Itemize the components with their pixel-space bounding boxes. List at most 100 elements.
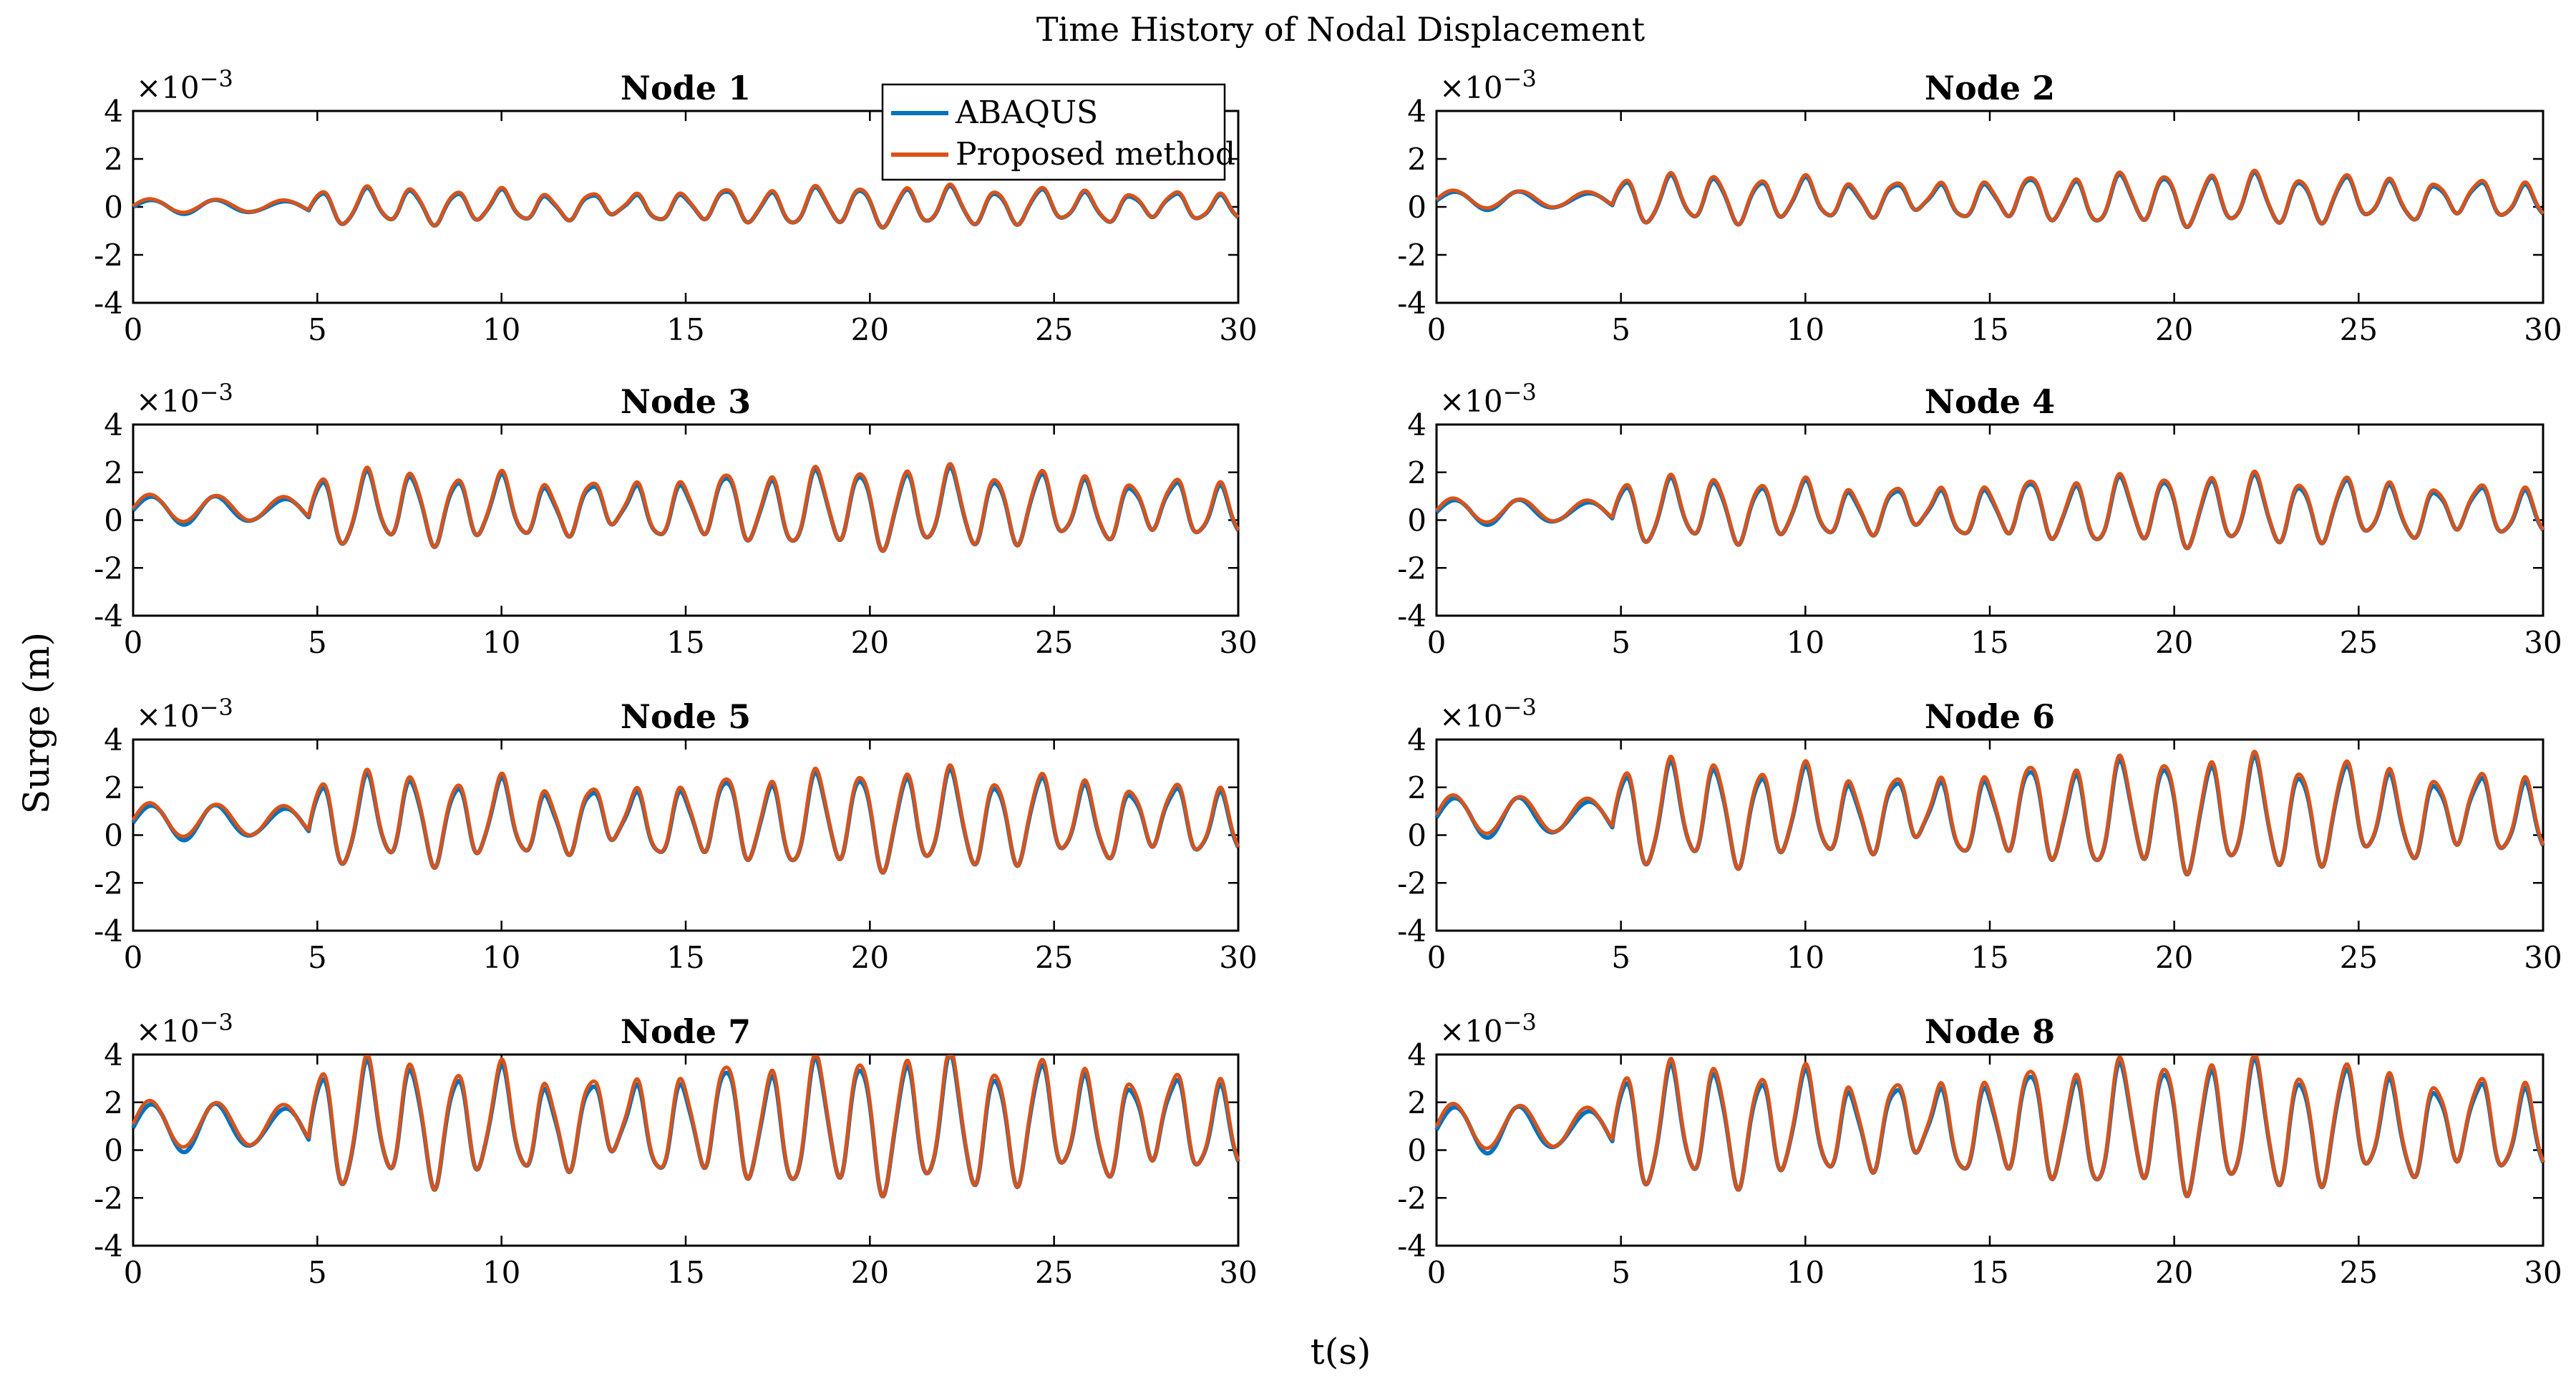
x-tick-label: 5 [308, 312, 327, 347]
y-tick-label: 2 [1407, 142, 1426, 177]
series-proposed-method [1435, 168, 2545, 229]
x-tick-label: 20 [2155, 1255, 2193, 1290]
x-tick-label: 15 [1970, 625, 2008, 660]
y-tick-label: -2 [94, 551, 123, 586]
panel-node-5: 0 5 10 15 20 25 30 -4 -2 0 2 4 ×10−3 Node 5 [94, 694, 1258, 975]
x-tick-label: 20 [2155, 625, 2193, 660]
panel-title: Node 8 [1925, 1012, 2055, 1051]
y-tick-label: -4 [94, 1228, 123, 1264]
y-exponent-label: ×10−3 [1439, 694, 1537, 734]
y-tick-label: 0 [104, 818, 123, 853]
y-tick-label: 2 [1407, 1085, 1426, 1120]
x-tick-label: 30 [1219, 1255, 1257, 1290]
panel-title: Node 1 [621, 69, 751, 107]
y-tick-label: 0 [104, 190, 123, 225]
panel-node-6: 0 5 10 15 20 25 30 -4 -2 0 2 4 ×10−3 Node 6 [1397, 694, 2562, 975]
y-tick-label: -4 [1397, 598, 1426, 634]
y-tick-label: 2 [1407, 770, 1426, 805]
x-tick-label: 5 [1611, 1255, 1630, 1290]
y-tick-label: 4 [104, 1037, 123, 1072]
y-axis-label: Surge (m) [16, 632, 57, 814]
x-tick-label: 30 [2524, 1255, 2562, 1290]
y-tick-label: 2 [1407, 455, 1426, 490]
y-tick-label: -4 [1397, 1228, 1426, 1264]
x-tick-label: 25 [1035, 940, 1073, 975]
x-tick-label: 10 [482, 940, 520, 975]
y-tick-label: -2 [94, 866, 123, 901]
y-tick-label: 2 [104, 142, 123, 177]
panel-node-3: 0 5 10 15 20 25 30 -4 -2 0 2 4 ×10−3 Node 3 [94, 379, 1258, 660]
y-tick-label: -2 [1397, 866, 1426, 901]
x-tick-label: 25 [2340, 312, 2378, 347]
series-proposed-method [1434, 1055, 2545, 1198]
x-tick-label: 0 [1427, 940, 1447, 975]
x-tick-label: 0 [1427, 312, 1447, 347]
y-tick-label: -4 [1397, 286, 1426, 321]
x-tick-label: 0 [124, 625, 143, 660]
legend-entry-label: ABAQUS [955, 94, 1098, 131]
x-tick-label: 30 [1219, 312, 1257, 347]
y-tick-label: 2 [104, 455, 123, 490]
y-tick-label: -4 [94, 286, 123, 321]
x-tick-label: 15 [1970, 940, 2008, 975]
x-tick-label: 30 [1219, 625, 1257, 660]
x-tick-label: 10 [482, 625, 520, 660]
panel-node-8: 0 5 10 15 20 25 30 -4 -2 0 2 4 ×10−3 Node 8 [1397, 1009, 2562, 1290]
y-tick-label: -4 [1397, 914, 1426, 949]
y-exponent-label: ×10−3 [136, 694, 233, 734]
y-tick-label: 4 [1407, 1037, 1426, 1072]
y-tick-label: -2 [1397, 1181, 1426, 1216]
panel-node-7: 0 5 10 15 20 25 30 -4 -2 0 2 4 ×10−3 Node 7 [94, 1009, 1258, 1290]
x-tick-label: 20 [851, 625, 889, 660]
x-tick-label: 20 [851, 940, 889, 975]
x-tick-label: 25 [1035, 312, 1073, 347]
panel-title: Node 6 [1925, 697, 2055, 736]
axes-frame [1435, 1053, 2545, 1247]
x-tick-label: 25 [2340, 625, 2378, 660]
x-tick-label: 10 [1787, 312, 1824, 347]
y-tick-label: 0 [104, 1133, 123, 1168]
y-tick-label: 4 [104, 722, 123, 757]
x-tick-label: 25 [2340, 1255, 2378, 1290]
x-tick-label: 15 [1970, 1255, 2008, 1290]
y-exponent-label: ×10−3 [1439, 65, 1537, 105]
series-proposed-method [1435, 469, 2545, 550]
x-tick-label: 20 [851, 312, 889, 347]
x-tick-label: 10 [1787, 1255, 1824, 1290]
figure-title: Time History of Nodal Displacement [1036, 10, 1646, 49]
x-tick-label: 25 [1035, 1255, 1073, 1290]
x-tick-label: 5 [1611, 940, 1630, 975]
legend-entry-label: Proposed method [956, 136, 1235, 173]
legend: ABAQUS Proposed method [881, 83, 1235, 181]
y-tick-label: 0 [1407, 818, 1426, 853]
x-tick-label: 10 [1787, 625, 1824, 660]
x-tick-label: 10 [1787, 940, 1824, 975]
x-tick-label: 10 [482, 1255, 520, 1290]
x-tick-label: 5 [308, 940, 327, 975]
x-tick-label: 0 [1427, 625, 1447, 660]
x-tick-label: 5 [308, 625, 327, 660]
x-tick-label: 0 [124, 940, 143, 975]
y-tick-label: 4 [1407, 722, 1426, 757]
y-tick-label: -4 [94, 914, 123, 949]
x-tick-label: 20 [2155, 312, 2193, 347]
panel-title: Node 7 [621, 1012, 751, 1051]
legend-box [881, 83, 1226, 181]
x-tick-label: 15 [1970, 312, 2008, 347]
x-tick-label: 15 [666, 625, 704, 660]
x-tick-label: 0 [124, 1255, 143, 1290]
axes-frame [132, 1053, 1240, 1247]
x-tick-label: 30 [1219, 940, 1257, 975]
panel-title: Node 2 [1925, 69, 2055, 107]
y-tick-label: -2 [1397, 551, 1426, 586]
panel-node-2: 0 5 10 15 20 25 30 -4 -2 0 2 4 ×10−3 Node 2 [1397, 65, 2562, 347]
axes-frame [1435, 738, 2545, 932]
series-proposed-method [131, 1055, 1240, 1198]
x-tick-label: 5 [1611, 625, 1630, 660]
series-proposed-method [131, 763, 1240, 875]
series-proposed-method [131, 462, 1240, 553]
y-tick-label: 0 [1407, 1133, 1426, 1168]
panel-node-4: 0 5 10 15 20 25 30 -4 -2 0 2 4 ×10−3 Node 4 [1397, 379, 2562, 660]
